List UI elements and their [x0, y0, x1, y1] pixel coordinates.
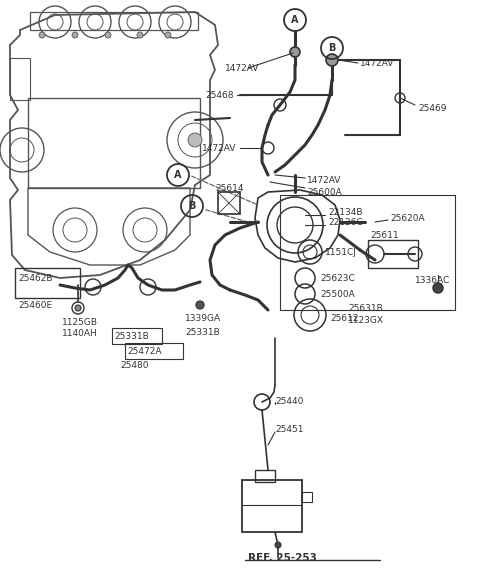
- Text: 25612: 25612: [330, 314, 359, 323]
- Text: 25623C: 25623C: [320, 274, 355, 282]
- Text: 25462B: 25462B: [18, 274, 52, 282]
- Circle shape: [75, 305, 81, 311]
- Text: 25440: 25440: [275, 398, 303, 407]
- Text: REF. 25-253: REF. 25-253: [248, 553, 317, 563]
- Bar: [218, 192, 240, 214]
- Bar: [15, 268, 80, 298]
- Circle shape: [105, 32, 111, 38]
- Circle shape: [290, 47, 300, 57]
- Bar: [30, 12, 198, 30]
- Text: 25631B: 25631B: [348, 303, 383, 312]
- Text: B: B: [188, 201, 196, 211]
- Circle shape: [275, 542, 281, 548]
- Circle shape: [39, 32, 45, 38]
- Text: 25451: 25451: [275, 425, 303, 435]
- Bar: [125, 343, 183, 359]
- Text: 25500A: 25500A: [320, 290, 355, 299]
- Bar: [242, 480, 302, 532]
- Circle shape: [433, 283, 443, 293]
- Bar: [255, 470, 275, 482]
- Circle shape: [196, 301, 204, 309]
- Text: 25469: 25469: [418, 103, 446, 112]
- Text: 1472AV: 1472AV: [360, 59, 395, 68]
- Text: 1123GX: 1123GX: [348, 315, 384, 324]
- Text: A: A: [174, 170, 182, 180]
- Text: 1140AH: 1140AH: [62, 328, 98, 337]
- Bar: [302, 492, 312, 502]
- Text: A: A: [291, 15, 299, 25]
- Bar: [368, 240, 418, 268]
- Text: 22126C: 22126C: [328, 218, 362, 227]
- Text: 25600A: 25600A: [307, 187, 342, 197]
- Text: 1472AV: 1472AV: [202, 144, 236, 152]
- Text: 25331B: 25331B: [114, 332, 149, 340]
- Circle shape: [326, 54, 338, 66]
- Text: 25472A: 25472A: [127, 346, 161, 356]
- Bar: [280, 195, 455, 310]
- Text: 25611: 25611: [370, 231, 398, 240]
- Text: 25331B: 25331B: [185, 328, 220, 336]
- Bar: [112, 328, 162, 344]
- Text: 1151CJ: 1151CJ: [325, 248, 357, 257]
- Text: 1336AC: 1336AC: [415, 275, 450, 285]
- Circle shape: [137, 32, 143, 38]
- Text: 25468: 25468: [205, 90, 233, 99]
- Bar: [10, 58, 30, 100]
- Text: 1339GA: 1339GA: [185, 314, 221, 323]
- Text: 1125GB: 1125GB: [62, 318, 98, 327]
- Text: B: B: [328, 43, 336, 53]
- Text: 25460E: 25460E: [18, 300, 52, 310]
- Text: 22134B: 22134B: [328, 207, 362, 216]
- Text: 1472AV: 1472AV: [307, 176, 341, 185]
- Bar: [28, 98, 200, 188]
- Circle shape: [72, 32, 78, 38]
- Text: 25614: 25614: [215, 183, 243, 193]
- Text: 25620A: 25620A: [390, 214, 425, 223]
- Circle shape: [188, 133, 202, 147]
- Text: 25480: 25480: [120, 361, 148, 370]
- Circle shape: [165, 32, 171, 38]
- Text: 1472AV: 1472AV: [225, 64, 259, 73]
